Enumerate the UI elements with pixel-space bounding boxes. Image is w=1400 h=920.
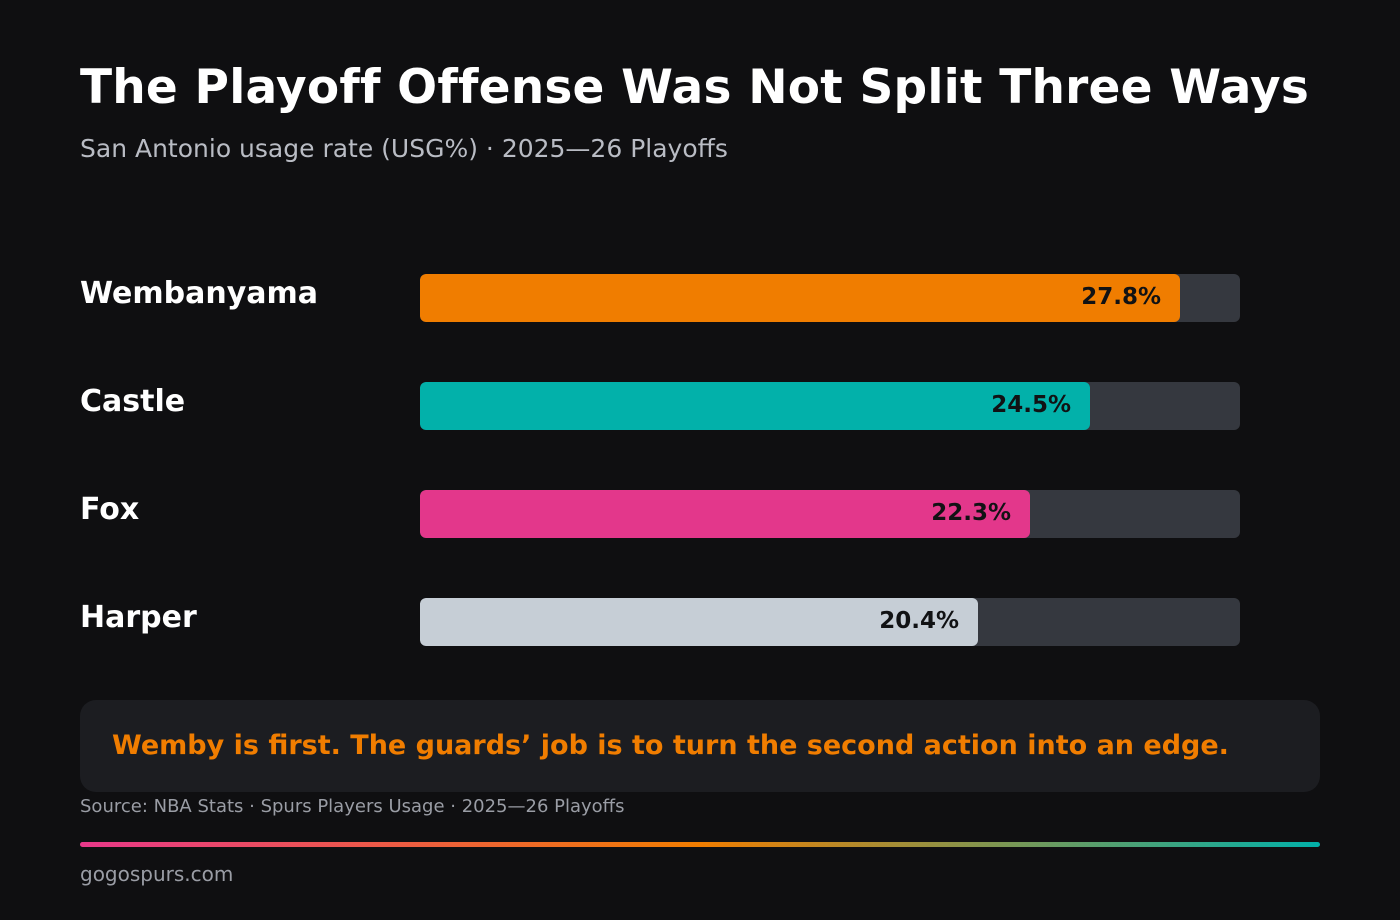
bar-row: Castle 24.5% (80, 382, 1240, 430)
bar-track: 22.3% (420, 490, 1240, 538)
bar: 20.4% (420, 598, 978, 646)
bar: 24.5% (420, 382, 1090, 430)
bar-value-label: 27.8% (1081, 284, 1161, 310)
bar-category-label: Fox (80, 492, 140, 527)
callout-box: Wemby is first. The guards’ job is to tu… (80, 700, 1320, 792)
gradient-divider (80, 842, 1320, 847)
bar-category-label: Castle (80, 384, 186, 419)
bar-value-label: 22.3% (931, 500, 1011, 526)
bar-track: 27.8% (420, 274, 1240, 322)
bar-track: 20.4% (420, 598, 1240, 646)
bar-category-label: Harper (80, 600, 197, 635)
source-note: Source: NBA Stats · Spurs Players Usage … (80, 796, 625, 817)
bar-row: Fox 22.3% (80, 490, 1240, 538)
bar-row: Wembanyama 27.8% (80, 274, 1240, 322)
bar-category-label: Wembanyama (80, 276, 319, 311)
callout-text: Wemby is first. The guards’ job is to tu… (112, 730, 1229, 761)
chart-subtitle: San Antonio usage rate (USG%) · 2025—26 … (80, 134, 728, 163)
bar: 27.8% (420, 274, 1180, 322)
bar-track: 24.5% (420, 382, 1240, 430)
chart-title: The Playoff Offense Was Not Split Three … (80, 60, 1310, 115)
bar: 22.3% (420, 490, 1030, 538)
site-credit: gogospurs.com (80, 862, 234, 886)
bar-value-label: 24.5% (991, 392, 1071, 418)
bar-value-label: 20.4% (879, 608, 959, 634)
bar-row: Harper 20.4% (80, 598, 1240, 646)
bar-chart: Wembanyama 27.8% Castle 24.5% Fox 22.3% Harper… (80, 274, 1240, 706)
